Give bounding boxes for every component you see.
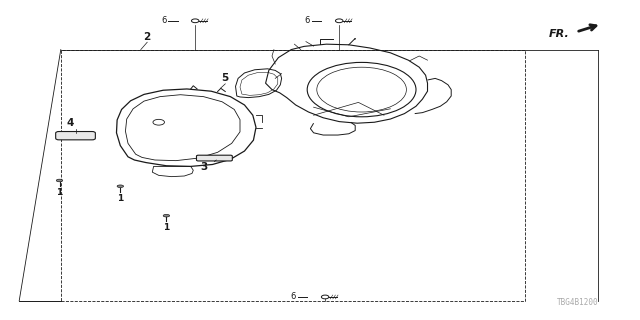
- Text: 3: 3: [200, 162, 207, 172]
- Text: 5: 5: [221, 73, 229, 83]
- Circle shape: [191, 19, 199, 23]
- Text: 6: 6: [161, 16, 166, 25]
- FancyBboxPatch shape: [196, 155, 232, 161]
- Ellipse shape: [56, 179, 63, 182]
- Circle shape: [321, 295, 329, 299]
- Text: TBG4B1200: TBG4B1200: [557, 298, 598, 307]
- Ellipse shape: [163, 214, 170, 217]
- Text: 6: 6: [305, 16, 310, 25]
- Text: 6: 6: [291, 292, 296, 301]
- Text: 1: 1: [163, 223, 170, 232]
- Bar: [61, 50, 525, 301]
- Text: 1: 1: [117, 194, 124, 203]
- Text: 4: 4: [67, 118, 74, 128]
- Text: 1: 1: [56, 188, 63, 197]
- Ellipse shape: [117, 185, 124, 188]
- Text: 2: 2: [143, 32, 151, 42]
- FancyBboxPatch shape: [56, 132, 95, 140]
- Text: FR.: FR.: [549, 28, 570, 39]
- Circle shape: [335, 19, 343, 23]
